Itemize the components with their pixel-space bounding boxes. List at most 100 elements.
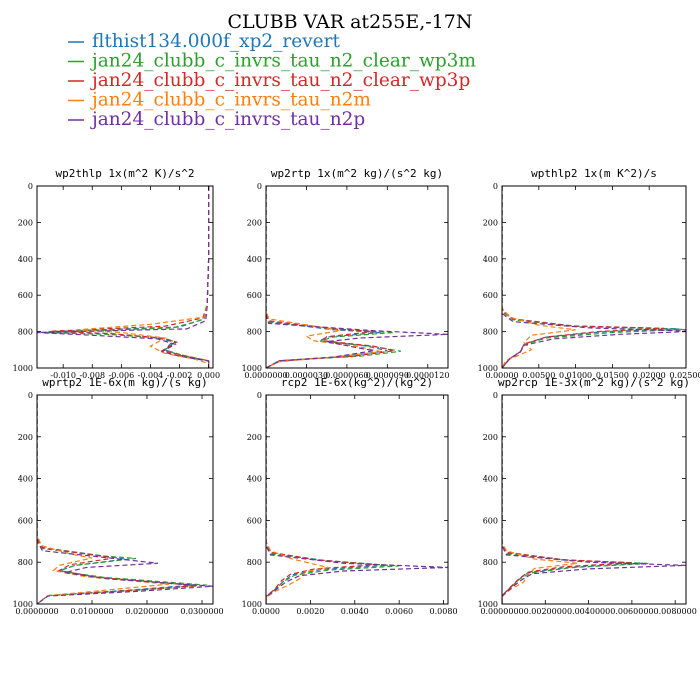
panel-title: wpthlp2 1x(m K^2)/s xyxy=(531,167,657,180)
series-line xyxy=(37,395,213,604)
y-tick-label: 800 xyxy=(483,558,498,567)
series-group xyxy=(37,395,213,604)
y-tick-label: 0 xyxy=(493,391,498,400)
series-line xyxy=(502,395,643,604)
series-line xyxy=(266,186,401,368)
x-tick-label: 0.0040 xyxy=(341,607,369,616)
panel-title: rcp2 1E-6x(kg^2)/(kg^2) xyxy=(281,376,433,389)
series-line xyxy=(266,186,395,368)
plot-frame xyxy=(36,185,214,369)
series-line xyxy=(37,395,208,604)
legend-label: flthist134.000f_xp2_revert xyxy=(92,31,340,52)
chart-panel: wp2rtp 1x(m^2 kg)/(s^2 kg)0.00000000.000… xyxy=(242,167,450,380)
x-tick-label: 0.00000 xyxy=(485,371,518,380)
series-line xyxy=(502,186,679,368)
x-tick-label: 0.0020 xyxy=(296,607,324,616)
legend-label: jan24_clubb_c_invrs_tau_n2m xyxy=(90,90,371,111)
x-tick-label: -0.010 xyxy=(50,371,76,380)
x-tick-label: 0.0100000 xyxy=(70,607,113,616)
chart-panel: wp2thlp 1x(m^2 K)/s^2-0.010 -0.008 -0.006-… xyxy=(13,167,220,380)
plot-frame xyxy=(265,185,449,369)
plot-frame xyxy=(36,394,214,605)
x-tick-label: 0.0000120 xyxy=(406,371,449,380)
x-tick-label: -0.008 xyxy=(79,371,105,380)
y-tick-label: 200 xyxy=(483,218,498,227)
y-tick-label: 400 xyxy=(18,475,33,484)
series-line xyxy=(37,395,192,604)
x-tick-label: 0.0000000 xyxy=(15,607,58,616)
series-line xyxy=(51,186,210,368)
x-tick-label: 0.0000 xyxy=(252,607,280,616)
panel-title: wprtp2 1E-6x(m kg)/(s kg) xyxy=(42,376,208,389)
panel-title: wp2thlp 1x(m^2 K)/s^2 xyxy=(55,167,194,180)
series-line xyxy=(266,395,448,604)
y-tick-label: 1000 xyxy=(478,600,498,609)
figure-title: CLUBB VAR at255E,-17N xyxy=(228,11,473,33)
x-tick-label: 0.0000000 xyxy=(480,607,523,616)
series-line xyxy=(37,395,170,604)
x-tick-label: 0.0060 xyxy=(385,607,413,616)
x-tick-label: 0.01000 xyxy=(559,371,592,380)
y-tick-label: 0 xyxy=(28,182,33,191)
y-tick-label: 600 xyxy=(18,516,33,525)
y-tick-label: 400 xyxy=(483,255,498,264)
series-line xyxy=(266,186,388,368)
series-line xyxy=(37,186,210,368)
y-tick-label: 200 xyxy=(483,433,498,442)
series-line xyxy=(502,395,650,604)
x-tick-label: 0.0060000 xyxy=(610,607,653,616)
y-tick-label: 600 xyxy=(18,291,33,300)
plot-frame xyxy=(501,394,687,605)
chart-panel: wprtp2 1E-6x(m kg)/(s kg) 0.0000000 0.0100… xyxy=(13,376,224,616)
x-tick-label: 0.0300000 xyxy=(180,607,223,616)
y-tick-label: 600 xyxy=(483,516,498,525)
series-line xyxy=(77,186,210,368)
y-tick-label: 200 xyxy=(247,433,262,442)
y-tick-label: 1000 xyxy=(242,600,262,609)
y-tick-label: 800 xyxy=(18,558,33,567)
series-line xyxy=(502,186,686,368)
y-tick-label: 600 xyxy=(247,516,262,525)
y-tick-label: 1000 xyxy=(478,364,498,373)
series-line xyxy=(266,395,400,604)
series-line xyxy=(502,186,686,368)
legend: flthist134.000f_xp2_revertjan24_clubb_c_… xyxy=(68,31,476,130)
series-group xyxy=(502,186,686,368)
x-tick-label: 0.0080000 xyxy=(654,607,697,616)
y-tick-label: 800 xyxy=(18,328,33,337)
x-tick-label: 0.0000030 xyxy=(285,371,328,380)
panel-title: wp2rcp 1E-3x(m^2 kg)/(s^2 kg) xyxy=(498,376,690,389)
y-tick-label: 0 xyxy=(28,391,33,400)
x-tick-label: 0.0000060 xyxy=(325,371,368,380)
y-tick-label: 0 xyxy=(257,182,262,191)
plot-frame xyxy=(265,394,449,605)
series-line xyxy=(266,186,448,368)
series-line xyxy=(502,395,632,604)
series-line xyxy=(502,186,576,368)
series-group xyxy=(266,395,448,604)
y-tick-label: 400 xyxy=(483,475,498,484)
series-line xyxy=(37,395,197,604)
legend-label: jan24_clubb_c_invrs_tau_n2_clear_wp3p xyxy=(90,70,470,91)
x-tick-label: 0.00500 xyxy=(522,371,555,380)
series-line xyxy=(41,186,210,368)
y-tick-label: 200 xyxy=(18,433,33,442)
y-tick-label: 600 xyxy=(483,291,498,300)
legend-label: jan24_clubb_c_invrs_tau_n2p xyxy=(90,109,365,130)
x-tick-label: 0.01500 xyxy=(596,371,629,380)
legend-label: jan24_clubb_c_invrs_tau_n2_clear_wp3m xyxy=(90,51,476,72)
chart-panel: wp2rcp 1E-3x(m^2 kg)/(s^2 kg)0.0000000 0.… xyxy=(478,376,697,616)
series-line xyxy=(502,395,578,604)
x-tick-label: 0.0080 xyxy=(430,607,458,616)
y-tick-label: 400 xyxy=(247,255,262,264)
x-tick-label: -0.002 xyxy=(167,371,193,380)
y-tick-label: 1000 xyxy=(13,600,33,609)
x-tick-label: 0.0020000 xyxy=(524,607,567,616)
x-tick-label: 0.02000 xyxy=(633,371,666,380)
y-tick-label: 1000 xyxy=(242,364,262,373)
y-tick-label: 400 xyxy=(18,255,33,264)
series-line xyxy=(502,395,686,604)
chart-panel: wpthlp2 1x(m K^2)/s 0.00000 0.00500 0.01000… xyxy=(478,167,700,380)
y-tick-label: 0 xyxy=(493,182,498,191)
